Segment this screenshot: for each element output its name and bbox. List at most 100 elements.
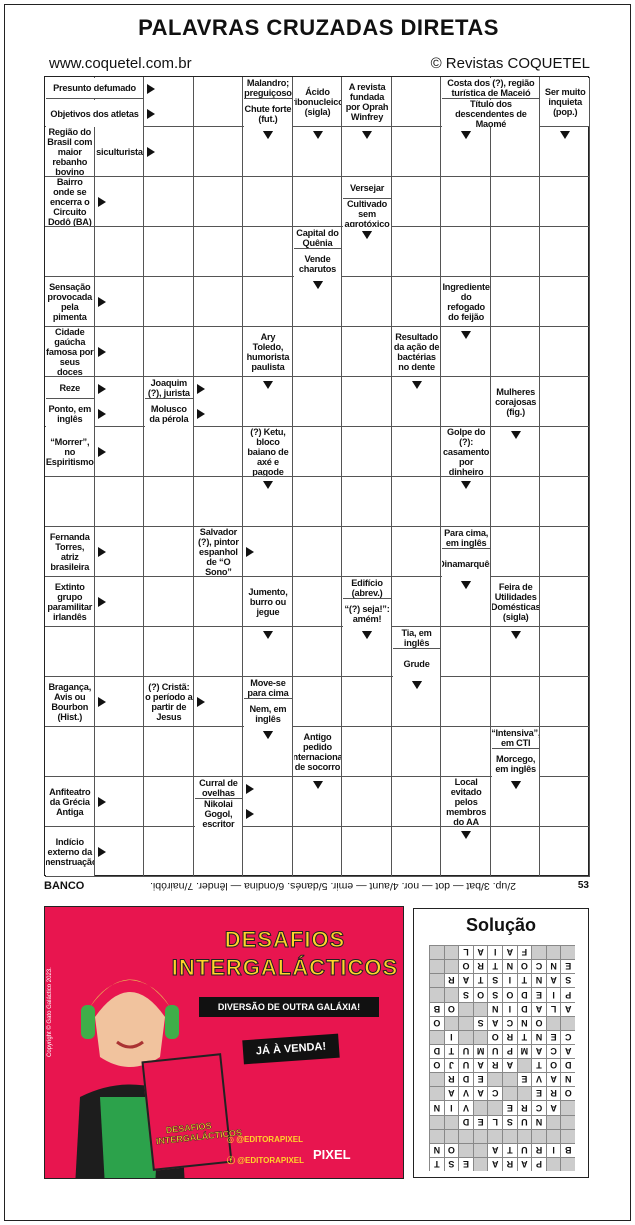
grid-cell[interactable] [45, 277, 95, 327]
grid-cell[interactable] [144, 627, 194, 677]
grid-cell[interactable] [243, 627, 293, 677]
grid-cell[interactable] [391, 477, 442, 527]
grid-cell[interactable] [490, 677, 541, 727]
grid-cell[interactable] [193, 427, 244, 477]
grid-cell[interactable] [441, 827, 491, 877]
grid-cell[interactable] [540, 677, 590, 727]
grid-cell[interactable] [292, 327, 343, 377]
grid-cell[interactable] [391, 527, 442, 577]
grid-cell[interactable] [490, 627, 541, 677]
grid-cell[interactable] [144, 177, 194, 227]
grid-cell[interactable] [490, 577, 541, 627]
grid-cell[interactable] [391, 777, 442, 827]
grid-cell[interactable] [391, 327, 442, 377]
grid-cell[interactable] [243, 177, 293, 227]
grid-cell[interactable] [45, 577, 95, 627]
grid-cell[interactable] [540, 727, 590, 777]
grid-cell[interactable] [490, 177, 541, 227]
grid-cell[interactable] [193, 77, 244, 127]
grid-cell[interactable] [441, 627, 491, 677]
grid-cell[interactable] [94, 527, 145, 577]
grid-cell[interactable] [540, 127, 590, 177]
grid-cell[interactable] [441, 477, 491, 527]
grid-cell[interactable] [490, 327, 541, 377]
grid-cell[interactable] [292, 377, 343, 427]
grid-cell[interactable] [292, 177, 343, 227]
grid-cell[interactable] [342, 227, 392, 277]
grid-cell[interactable] [45, 227, 95, 277]
grid-cell[interactable] [342, 127, 392, 177]
grid-cell[interactable] [193, 177, 244, 227]
grid-cell[interactable] [94, 277, 145, 327]
grid-cell[interactable] [342, 477, 392, 527]
grid-cell[interactable] [144, 77, 194, 127]
grid-cell[interactable] [540, 527, 590, 577]
grid-cell[interactable] [193, 627, 244, 677]
grid-cell[interactable] [292, 277, 343, 327]
grid-cell[interactable] [243, 377, 293, 427]
grid-cell[interactable] [441, 177, 491, 227]
grid-cell[interactable] [490, 777, 541, 827]
grid-cell[interactable] [94, 727, 145, 777]
grid-cell[interactable] [292, 127, 343, 177]
grid-cell[interactable] [144, 577, 194, 627]
grid-cell[interactable] [243, 277, 293, 327]
grid-cell[interactable] [441, 227, 491, 277]
grid-cell[interactable] [292, 627, 343, 677]
grid-cell[interactable] [144, 777, 194, 827]
grid-cell[interactable] [441, 327, 491, 377]
grid-cell[interactable] [342, 427, 392, 477]
grid-cell[interactable] [144, 277, 194, 327]
grid-cell[interactable] [342, 827, 392, 877]
grid-cell[interactable] [391, 277, 442, 327]
grid-cell[interactable] [45, 427, 95, 477]
grid-cell[interactable] [490, 827, 541, 877]
grid-cell[interactable] [292, 777, 343, 827]
grid-cell[interactable] [540, 377, 590, 427]
grid-cell[interactable] [94, 227, 145, 277]
grid-cell[interactable] [490, 127, 541, 177]
grid-cell[interactable] [94, 777, 145, 827]
grid-cell[interactable] [243, 427, 293, 477]
grid-cell[interactable] [441, 577, 491, 627]
grid-cell[interactable] [342, 277, 392, 327]
advertisement[interactable]: Copyright © Gato Galáctico 2023. DESAFIO… [44, 906, 404, 1179]
grid-cell[interactable] [391, 177, 442, 227]
grid-cell[interactable] [193, 327, 244, 377]
grid-cell[interactable] [540, 327, 590, 377]
grid-cell[interactable] [94, 477, 145, 527]
grid-cell[interactable] [540, 77, 590, 127]
grid-cell[interactable] [540, 277, 590, 327]
grid-cell[interactable] [441, 127, 491, 177]
grid-cell[interactable] [144, 827, 194, 877]
grid-cell[interactable] [45, 527, 95, 577]
grid-cell[interactable] [193, 827, 244, 877]
grid-cell[interactable] [193, 577, 244, 627]
grid-cell[interactable] [193, 727, 244, 777]
grid-cell[interactable] [94, 627, 145, 677]
grid-cell[interactable] [45, 477, 95, 527]
grid-cell[interactable] [490, 427, 541, 477]
grid-cell[interactable] [243, 477, 293, 527]
grid-cell[interactable] [490, 527, 541, 577]
grid-cell[interactable] [243, 577, 293, 627]
grid-cell[interactable] [540, 627, 590, 677]
grid-cell[interactable] [292, 477, 343, 527]
grid-cell[interactable] [441, 277, 491, 327]
grid-cell[interactable] [45, 677, 95, 727]
grid-cell[interactable] [490, 227, 541, 277]
grid-cell[interactable] [94, 427, 145, 477]
grid-cell[interactable] [292, 827, 343, 877]
grid-cell[interactable] [342, 677, 392, 727]
grid-cell[interactable] [45, 827, 95, 877]
grid-cell[interactable] [441, 377, 491, 427]
grid-cell[interactable] [441, 427, 491, 477]
grid-cell[interactable] [45, 327, 95, 377]
grid-cell[interactable] [391, 727, 442, 777]
grid-cell[interactable] [540, 477, 590, 527]
grid-cell[interactable] [540, 777, 590, 827]
grid-cell[interactable] [144, 727, 194, 777]
grid-cell[interactable] [45, 127, 95, 177]
grid-cell[interactable] [391, 577, 442, 627]
grid-cell[interactable] [144, 527, 194, 577]
